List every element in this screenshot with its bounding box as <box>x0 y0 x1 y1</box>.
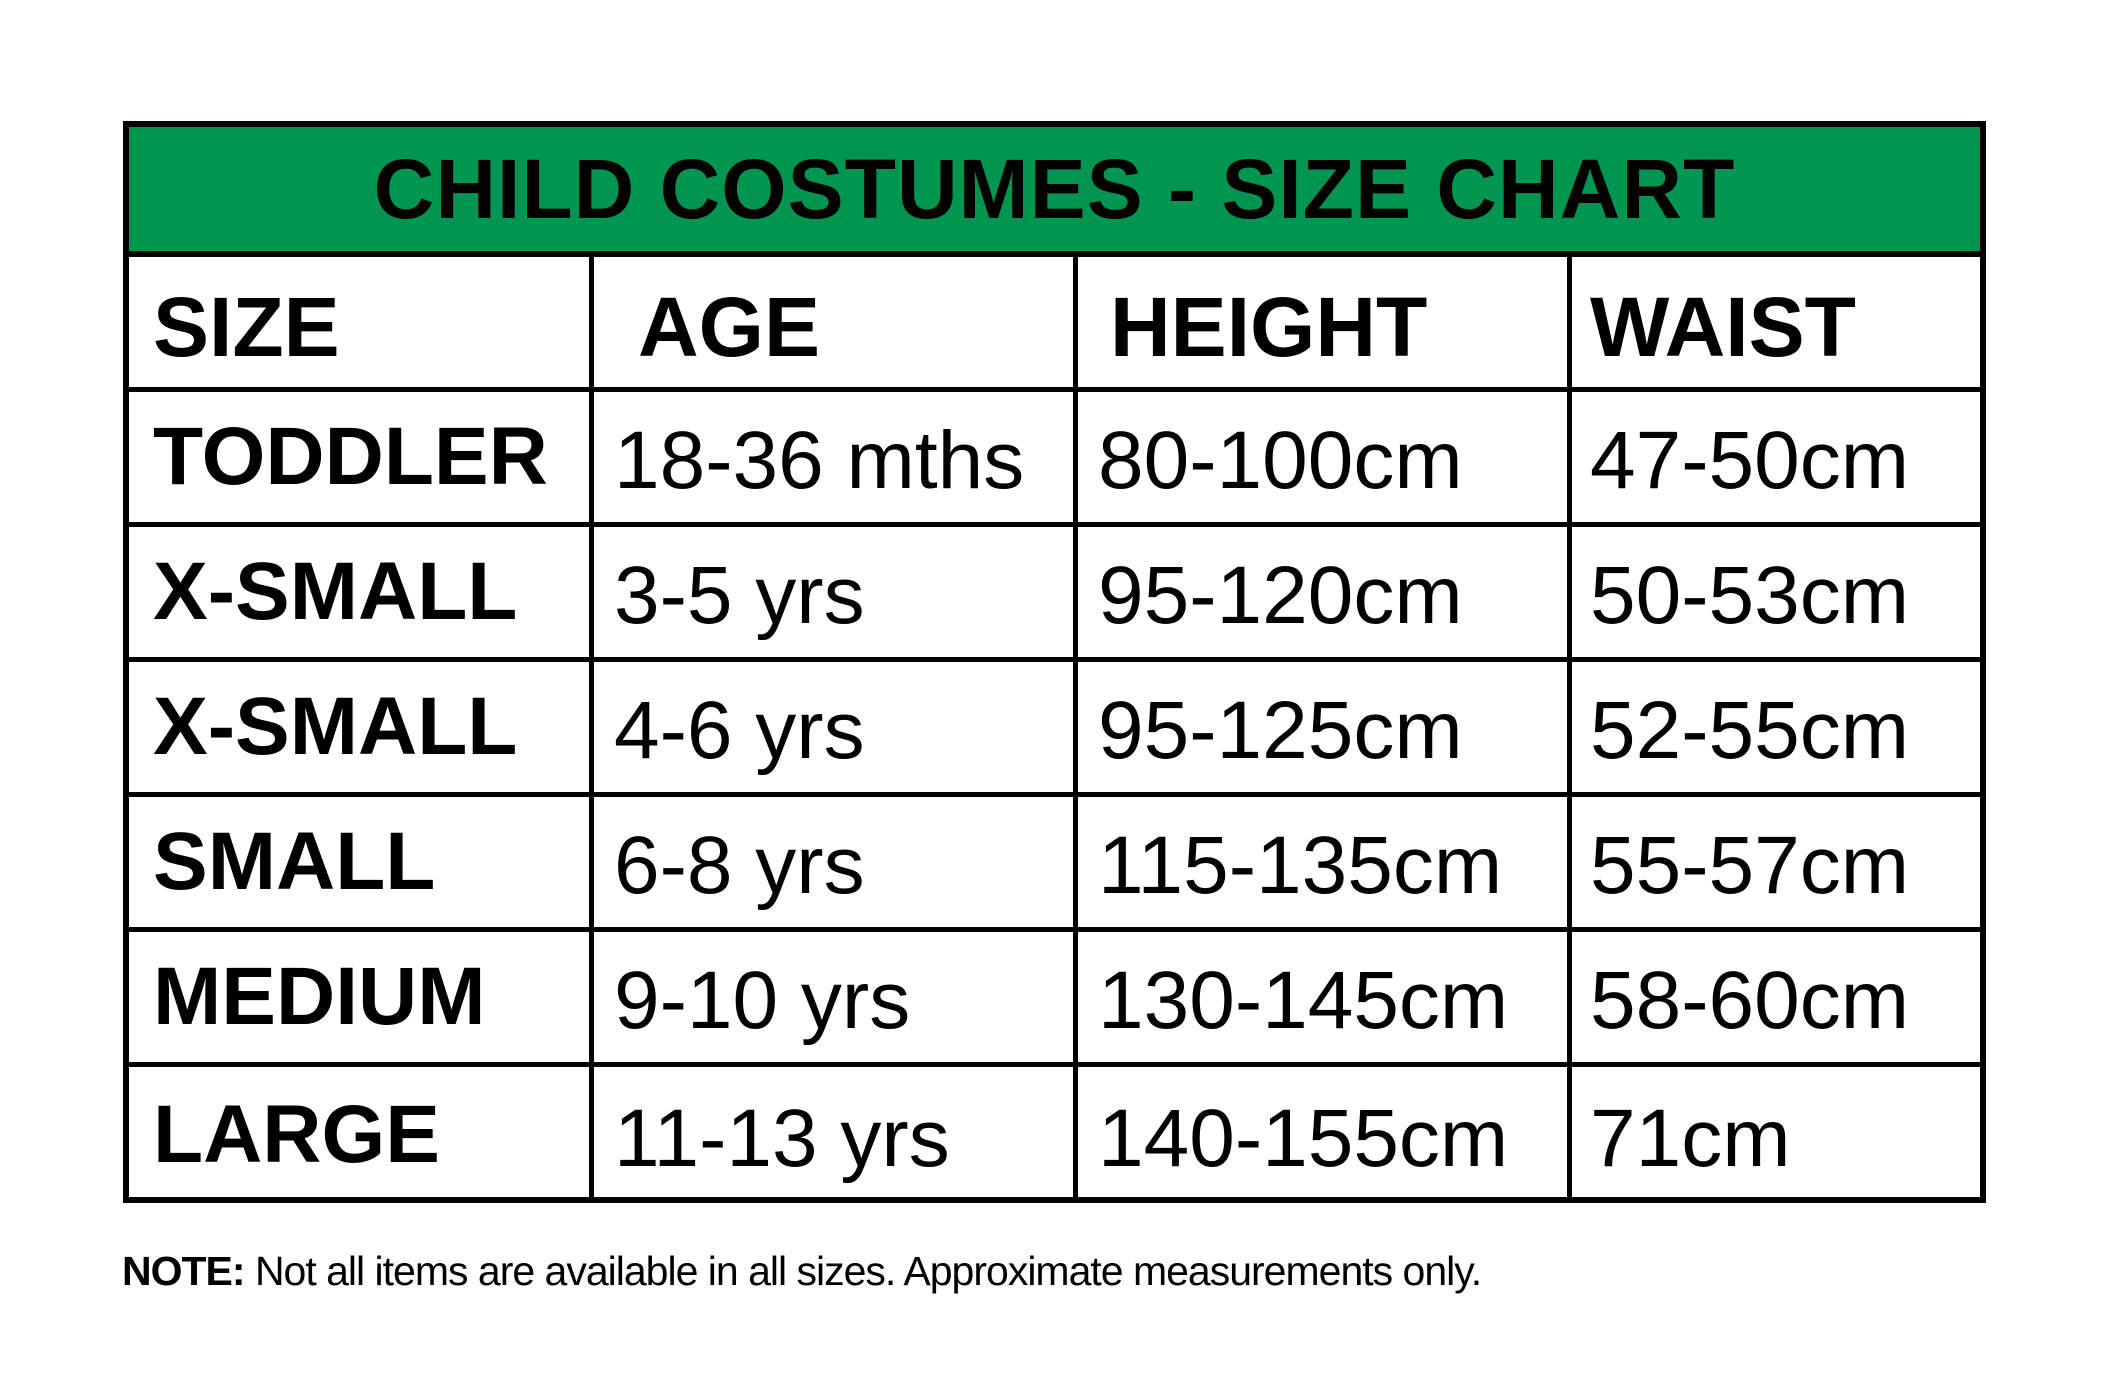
waist-cell: 50-53cm <box>1590 550 1910 641</box>
age-cell: 11-13 yrs <box>594 1067 1078 1202</box>
note-text: Not all items are available in all sizes… <box>244 1248 1482 1294</box>
waist-cell: 52-55cm <box>1590 685 1910 776</box>
waist-cell: 55-57cm <box>1590 820 1910 911</box>
table-row: LARGE 11-13 yrs 140-155cm 71cm <box>129 1067 1980 1202</box>
waist-cell: 58-60cm <box>1590 955 1910 1046</box>
size-cell: SMALL <box>129 797 594 927</box>
column-header-size: SIZE <box>129 257 594 387</box>
table-row: X-SMALL 3-5 yrs 95-120cm 50-53cm <box>129 527 1980 662</box>
size-cell: LARGE <box>129 1067 594 1202</box>
age-cell: 18-36 mths <box>594 392 1078 522</box>
size-cell: X-SMALL <box>129 527 594 657</box>
size-cell: MEDIUM <box>129 932 594 1062</box>
size-chart-table: CHILD COSTUMES - SIZE CHART SIZE AGE HEI… <box>123 121 1986 1203</box>
column-header-height: HEIGHT <box>1078 257 1572 387</box>
size-cell: X-SMALL <box>129 662 594 792</box>
age-cell: 6-8 yrs <box>594 797 1078 927</box>
column-header-age: AGE <box>594 257 1078 387</box>
age-cell: 9-10 yrs <box>594 932 1078 1062</box>
table-row: TODDLER 18-36 mths 80-100cm 47-50cm <box>129 392 1980 527</box>
height-cell: 115-135cm <box>1078 797 1572 927</box>
table-row: SMALL 6-8 yrs 115-135cm 55-57cm <box>129 797 1980 932</box>
age-cell: 3-5 yrs <box>594 527 1078 657</box>
size-cell: TODDLER <box>129 392 594 522</box>
waist-cell: 71cm <box>1590 1092 1791 1184</box>
height-cell: 140-155cm <box>1078 1067 1572 1202</box>
height-cell: 80-100cm <box>1078 392 1572 522</box>
age-cell: 4-6 yrs <box>594 662 1078 792</box>
height-cell: 95-125cm <box>1078 662 1572 792</box>
table-title: CHILD COSTUMES - SIZE CHART <box>129 127 1980 257</box>
waist-cell: 47-50cm <box>1590 415 1910 506</box>
column-header-waist: WAIST <box>1590 279 1856 374</box>
table-row: MEDIUM 9-10 yrs 130-145cm 58-60cm <box>129 932 1980 1067</box>
height-cell: 95-120cm <box>1078 527 1572 657</box>
height-cell: 130-145cm <box>1078 932 1572 1062</box>
header-row: SIZE AGE HEIGHT WAIST <box>129 257 1980 392</box>
table-row: X-SMALL 4-6 yrs 95-125cm 52-55cm <box>129 662 1980 797</box>
footnote: NOTE: Not all items are available in all… <box>122 1248 1482 1295</box>
note-label: NOTE: <box>122 1248 246 1294</box>
